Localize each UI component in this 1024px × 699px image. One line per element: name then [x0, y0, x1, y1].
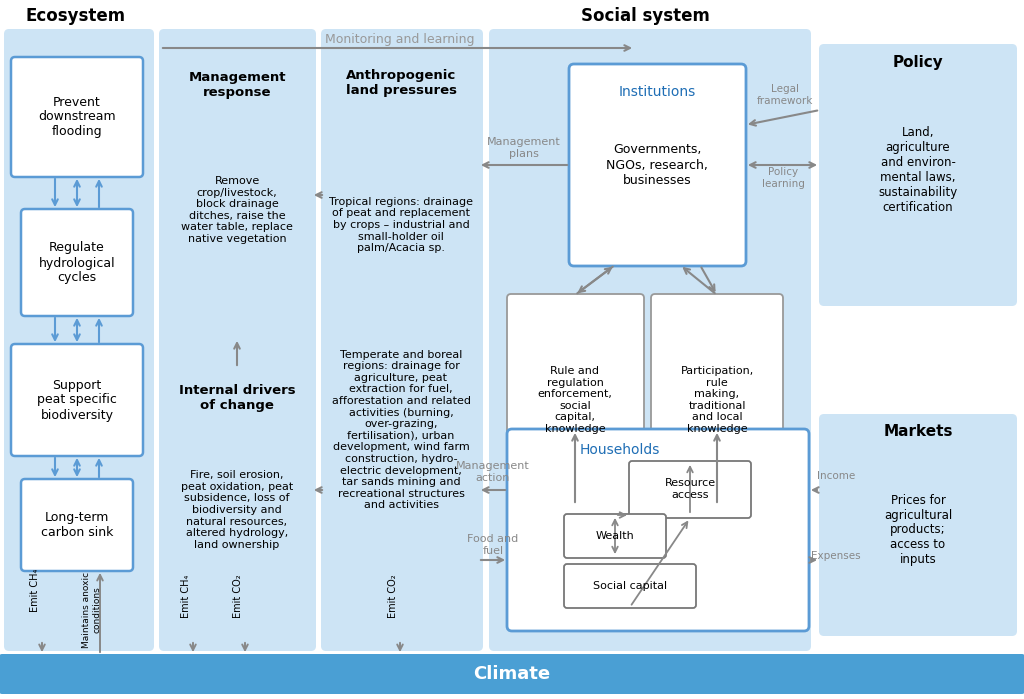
FancyBboxPatch shape [507, 294, 644, 506]
Text: Policy: Policy [893, 55, 943, 71]
FancyBboxPatch shape [22, 209, 133, 316]
Text: Ecosystem: Ecosystem [26, 7, 126, 25]
FancyBboxPatch shape [11, 57, 143, 177]
Text: Internal drivers
of change: Internal drivers of change [178, 384, 295, 412]
Text: Maintains anoxic
conditions: Maintains anoxic conditions [82, 572, 101, 648]
FancyBboxPatch shape [819, 414, 1017, 636]
Text: Emit CH₄: Emit CH₄ [30, 568, 40, 612]
FancyBboxPatch shape [489, 29, 811, 651]
FancyBboxPatch shape [321, 29, 483, 651]
Text: Fire, soil erosion,
peat oxidation, peat
subsidence, loss of
biodiversity and
na: Fire, soil erosion, peat oxidation, peat… [181, 470, 293, 550]
FancyBboxPatch shape [22, 479, 133, 571]
Text: Emit CO₂: Emit CO₂ [388, 574, 398, 618]
FancyBboxPatch shape [651, 294, 783, 506]
Text: Management
action: Management action [456, 461, 529, 483]
Text: Institutions: Institutions [618, 85, 695, 99]
FancyBboxPatch shape [11, 344, 143, 456]
Text: Expenses: Expenses [811, 551, 861, 561]
Text: Emit CH₄: Emit CH₄ [181, 575, 191, 618]
Text: Rule and
regulation
enforcement,
social
capital,
knowledge: Rule and regulation enforcement, social … [538, 366, 612, 434]
FancyBboxPatch shape [0, 654, 1024, 694]
Text: Governments,
NGOs, research,
businesses: Governments, NGOs, research, businesses [606, 143, 708, 187]
Text: Households: Households [580, 443, 660, 457]
FancyBboxPatch shape [159, 29, 316, 651]
FancyBboxPatch shape [564, 514, 666, 558]
FancyBboxPatch shape [819, 44, 1017, 306]
Text: Resource
access: Resource access [665, 478, 716, 500]
FancyBboxPatch shape [4, 29, 154, 651]
FancyBboxPatch shape [629, 461, 751, 518]
Text: Remove
crop/livestock,
block drainage
ditches, raise the
water table, replace
na: Remove crop/livestock, block drainage di… [181, 176, 293, 244]
Text: Prices for
agricultural
products;
access to
inputs: Prices for agricultural products; access… [884, 493, 952, 566]
Text: Policy
learning: Policy learning [762, 167, 805, 189]
FancyBboxPatch shape [162, 57, 312, 339]
Text: Temperate and boreal
regions: drainage for
agriculture, peat
extraction for fuel: Temperate and boreal regions: drainage f… [332, 350, 470, 510]
Text: Legal
framework: Legal framework [757, 84, 813, 106]
Text: Prevent
downstream
flooding: Prevent downstream flooding [38, 96, 116, 138]
Text: Management
plans: Management plans [487, 137, 561, 159]
Text: Climate: Climate [473, 665, 551, 683]
Text: Management
response: Management response [188, 71, 286, 99]
Text: Participation,
rule
making,
traditional
and local
knowledge: Participation, rule making, traditional … [680, 366, 754, 434]
FancyBboxPatch shape [324, 57, 479, 639]
Text: Social capital: Social capital [593, 581, 667, 591]
Text: Land,
agriculture
and environ-
mental laws,
sustainability
certification: Land, agriculture and environ- mental la… [879, 126, 957, 214]
Text: Food and
fuel: Food and fuel [467, 534, 518, 556]
Text: Income: Income [817, 471, 855, 481]
Text: Long-term
carbon sink: Long-term carbon sink [41, 511, 114, 539]
Text: Monitoring and learning: Monitoring and learning [326, 34, 475, 47]
Text: Social system: Social system [581, 7, 710, 25]
Text: Tropical regions: drainage
of peat and replacement
by crops – industrial and
sma: Tropical regions: drainage of peat and r… [329, 197, 473, 253]
Text: Wealth: Wealth [596, 531, 635, 541]
FancyBboxPatch shape [569, 64, 746, 266]
Text: Markets: Markets [884, 424, 952, 440]
FancyBboxPatch shape [162, 367, 312, 639]
Text: Support
peat specific
biodiversity: Support peat specific biodiversity [37, 378, 117, 421]
Text: Emit CO₂: Emit CO₂ [233, 574, 243, 618]
Text: Regulate
hydrological
cycles: Regulate hydrological cycles [39, 241, 116, 284]
FancyBboxPatch shape [507, 429, 809, 631]
Text: Anthropogenic
land pressures: Anthropogenic land pressures [345, 69, 457, 97]
FancyBboxPatch shape [564, 564, 696, 608]
